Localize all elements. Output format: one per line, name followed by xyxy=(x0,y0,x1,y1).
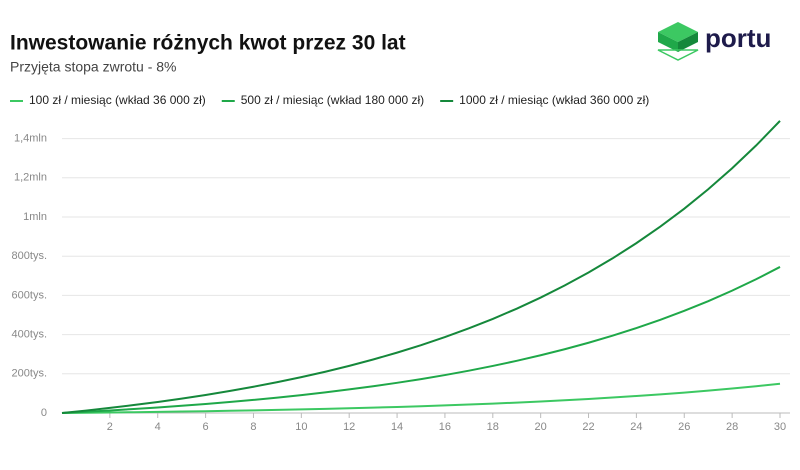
x-tick-label: 30 xyxy=(774,421,786,433)
x-tick-label: 16 xyxy=(439,421,451,433)
logo-icon xyxy=(657,22,699,61)
y-tick-label: 200tys. xyxy=(12,368,47,380)
y-tick-label: 600tys. xyxy=(12,289,47,301)
x-tick-label: 2 xyxy=(107,421,113,433)
logo-text: portu xyxy=(705,23,771,53)
x-tick-label: 4 xyxy=(155,421,161,433)
y-tick-label: 1,2mln xyxy=(14,172,47,184)
y-tick-label: 1mln xyxy=(23,211,47,223)
x-tick-label: 14 xyxy=(391,421,403,433)
chart-subtitle: Przyjęta stopa zwrotu - 8% xyxy=(10,59,177,75)
legend-label: 500 zł / miesiąc (wkład 180 000 zł) xyxy=(241,93,424,107)
legend-label: 1000 zł / miesiąc (wkład 360 000 zł) xyxy=(459,93,649,107)
x-tick-label: 6 xyxy=(203,421,209,433)
x-tick-label: 24 xyxy=(630,421,642,433)
x-tick-label: 8 xyxy=(250,421,256,433)
y-tick-label: 800tys. xyxy=(12,250,47,262)
x-tick-label: 26 xyxy=(678,421,690,433)
x-tick-label: 28 xyxy=(726,421,738,433)
legend-label: 100 zł / miesiąc (wkład 36 000 zł) xyxy=(29,93,206,107)
y-tick-label: 1,4mln xyxy=(14,133,47,145)
y-tick-label: 0 xyxy=(41,407,47,419)
x-tick-label: 22 xyxy=(582,421,594,433)
chart-title: Inwestowanie różnych kwot przez 30 lat xyxy=(10,32,406,55)
x-tick-label: 10 xyxy=(295,421,307,433)
y-tick-label: 400tys. xyxy=(12,329,47,341)
series-line xyxy=(61,120,781,414)
x-tick-label: 18 xyxy=(487,421,499,433)
series-line xyxy=(61,382,781,414)
x-tick-label: 12 xyxy=(343,421,355,433)
series-line xyxy=(61,266,781,414)
x-tick-label: 20 xyxy=(535,421,547,433)
